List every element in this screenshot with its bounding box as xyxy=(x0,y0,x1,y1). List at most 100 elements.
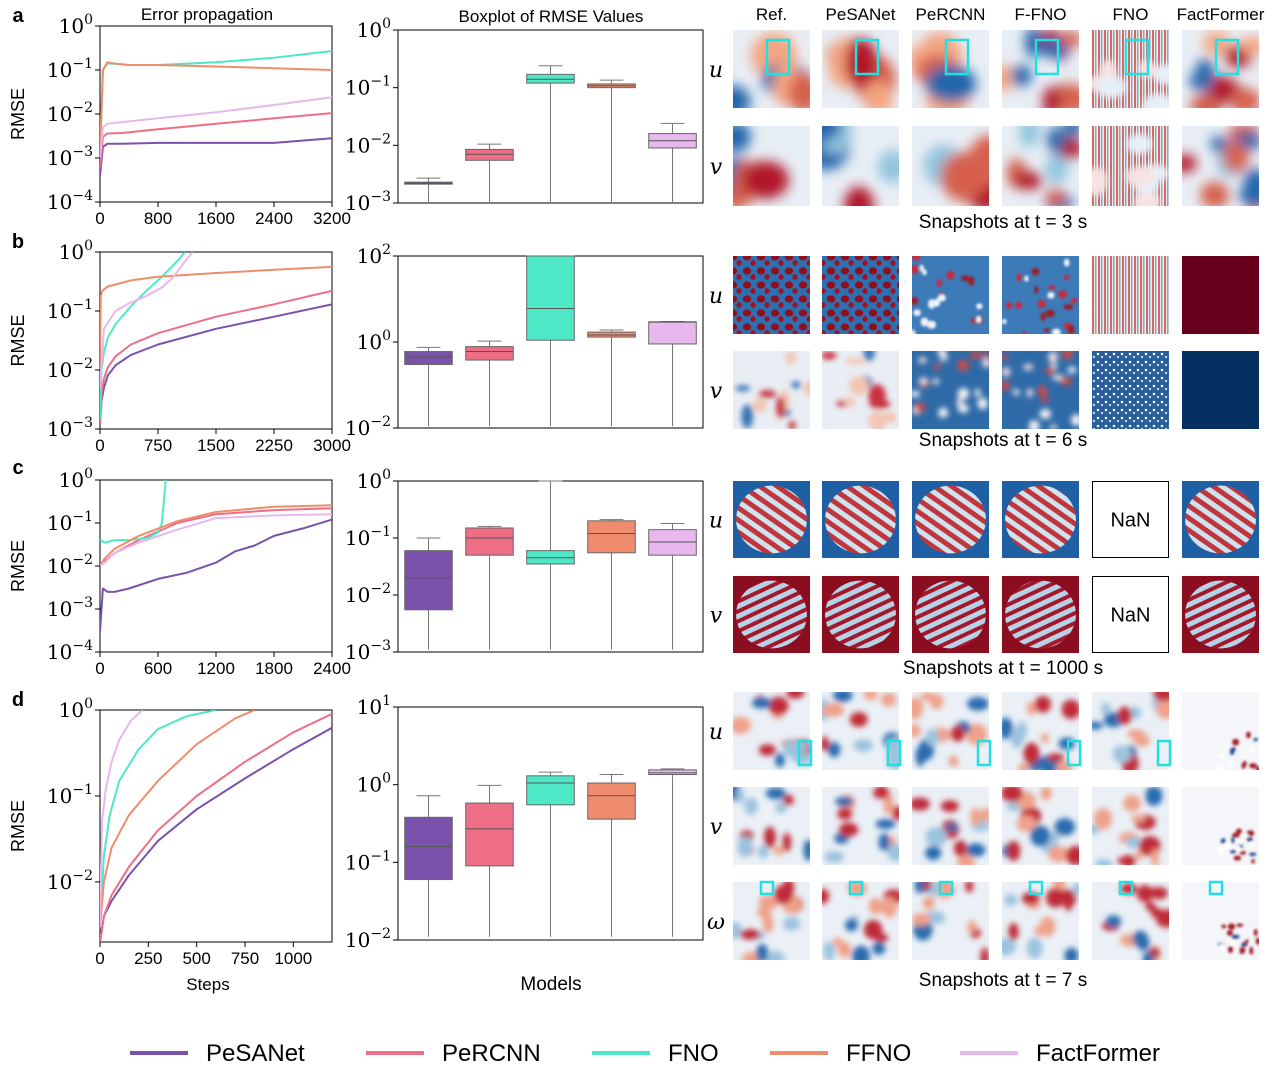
field-blobs xyxy=(1217,828,1257,864)
snapshot-caption: Snapshots at t = 7 s xyxy=(919,970,1087,991)
field-blob xyxy=(1116,856,1137,865)
field-blob xyxy=(950,725,966,742)
field-symbol: u xyxy=(709,720,723,745)
field-blob xyxy=(852,945,870,960)
field-blob xyxy=(940,800,959,813)
field-blob xyxy=(788,420,796,429)
field-blob xyxy=(877,150,899,184)
field-symbol: u xyxy=(709,509,723,534)
snapshot-u-factformer xyxy=(1182,30,1259,108)
field-blobs xyxy=(1218,923,1259,955)
line-chart-c: 100 10−1 10−2 10−3 10−40 600 1200 1800 2400 RMSE c xyxy=(8,457,351,678)
field-blob xyxy=(970,807,982,826)
field-blob xyxy=(938,407,949,418)
field-blob xyxy=(1047,292,1055,299)
box-body xyxy=(404,816,453,881)
snapshot-v-percnn xyxy=(912,576,989,653)
field-blob xyxy=(1096,75,1127,98)
box-body xyxy=(526,73,575,84)
field-blob xyxy=(1063,303,1074,310)
y-tick-label: 10−4 xyxy=(47,188,93,214)
snapshot-v-ref. xyxy=(733,126,810,206)
snapshot-u-factformer xyxy=(1182,256,1259,334)
field-blob xyxy=(863,920,883,940)
line-chart-b: 100 10−1 10−2 10−30 750 1500 2250 3000 RMSE b xyxy=(8,231,351,455)
y-tick-label: 100 xyxy=(357,771,391,797)
field-blob xyxy=(1092,721,1104,730)
snapshot-u-pesanet xyxy=(822,256,899,334)
field-blob xyxy=(881,896,898,919)
field-blob xyxy=(737,836,753,858)
pattern-region xyxy=(736,485,807,554)
field-blob xyxy=(1253,738,1258,742)
field-blobs xyxy=(733,787,810,861)
field-blob xyxy=(953,840,967,857)
field-blob xyxy=(1040,312,1046,322)
box-body xyxy=(465,802,514,867)
series-line-ffno xyxy=(100,710,256,927)
snapshot-v-ref. xyxy=(733,351,810,429)
field-blob xyxy=(967,276,975,286)
x-tick-label: 2250 xyxy=(255,436,293,455)
field-blob xyxy=(1223,842,1232,850)
field-blob xyxy=(773,845,785,856)
field-blob xyxy=(926,320,937,329)
y-axis-label: RMSE xyxy=(8,540,28,592)
nan-box xyxy=(1092,481,1169,558)
field-blob xyxy=(976,315,982,324)
field-bg xyxy=(1092,256,1169,334)
pattern-region xyxy=(915,580,986,649)
field-blob xyxy=(1063,258,1070,267)
highlight-box xyxy=(1124,38,1150,76)
field-blob xyxy=(1239,946,1246,954)
field-blob xyxy=(912,700,923,720)
field-blob xyxy=(913,309,921,316)
snapshot-v-ref. xyxy=(733,787,810,865)
y-tick-label: 10−2 xyxy=(47,868,93,894)
field-blob xyxy=(1243,168,1259,198)
field-blob xyxy=(1002,787,1023,803)
field-blob xyxy=(966,843,986,857)
snapshot-caption: Snapshots at t = 6 s xyxy=(919,430,1087,451)
field-blob xyxy=(1023,742,1040,765)
field-blob xyxy=(922,269,927,276)
line-chart-a: 100 10−1 10−2 10−3 10−40 800 1600 2400 3200 Error… xyxy=(8,5,351,228)
field-blob xyxy=(776,396,786,419)
nan-label: NaN xyxy=(1110,605,1150,627)
box-body xyxy=(404,351,453,365)
field-blob xyxy=(1042,86,1060,108)
field-blob xyxy=(934,363,941,371)
y-tick-label: 101 xyxy=(357,693,391,719)
field-blobs xyxy=(1188,30,1259,108)
field-blob xyxy=(1125,166,1155,187)
field-blob xyxy=(775,801,787,814)
field-blob xyxy=(1037,386,1048,397)
field-blob xyxy=(782,916,801,931)
field-blob xyxy=(887,843,899,862)
field-blob xyxy=(1002,367,1011,377)
box-body xyxy=(465,527,514,556)
field-bg xyxy=(1182,256,1259,334)
field-blob xyxy=(1217,765,1225,770)
field-blob xyxy=(782,794,794,806)
field-blob xyxy=(1235,828,1242,834)
field-blob xyxy=(1067,366,1077,374)
field-blob xyxy=(844,396,856,408)
field-blob xyxy=(925,826,948,847)
x-tick-label: 1600 xyxy=(197,209,235,228)
field-blob xyxy=(1051,328,1061,334)
field-blob xyxy=(872,941,886,955)
field-blob xyxy=(932,298,941,307)
field-blob xyxy=(1046,127,1065,154)
y-tick-label: 10−2 xyxy=(345,926,391,952)
highlight-box xyxy=(1208,880,1224,896)
field-blob xyxy=(791,381,801,389)
field-blob xyxy=(1100,702,1111,716)
field-blobs xyxy=(1002,258,1079,334)
field-blob xyxy=(863,81,893,108)
field-blob xyxy=(1253,928,1258,937)
box-factformer xyxy=(648,122,697,203)
field-blob xyxy=(1034,286,1039,294)
snapshot-v-f-fno xyxy=(1002,787,1079,865)
field-blob xyxy=(1105,915,1122,928)
